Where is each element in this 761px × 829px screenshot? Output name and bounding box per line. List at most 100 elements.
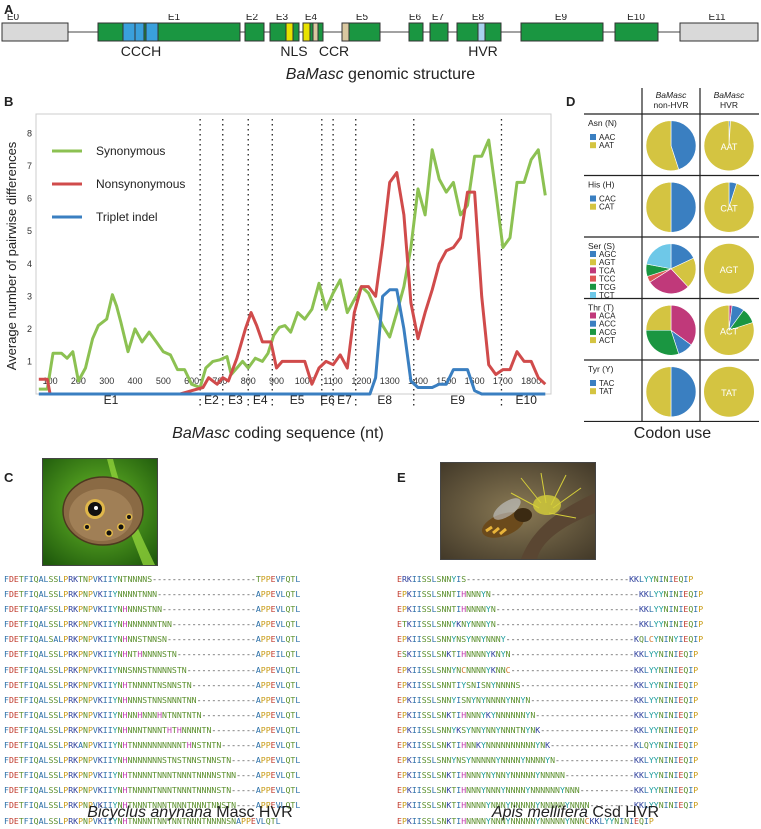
amino-acid-label: His (H) [588,180,615,190]
exon-e11-label: E11 [708,14,725,23]
bicyclus-sequence-row: FDETFIQALSALPRKPNPVKIIYNHNNSTNNSN-------… [4,632,374,647]
codon-swatch [590,329,596,335]
panel-c-caption-text: Masc HVR [212,804,293,821]
apis-sequence-row: EPKIISSLSNKTIHNNKYNNNNNNNNNNYNK---------… [397,738,761,753]
exon-region-label: E10 [516,393,538,407]
codon-label: TAT [599,387,613,396]
apis-sequence-row: EPKIISSLSNNTIHNNNYN---------------------… [397,587,761,602]
apis-sequence-row: EPKIISSLSNNYKSYNNYNNYNNNTNYNK-----------… [397,723,761,738]
bicyclus-sequence-row: FDETFIQALSSLPRKPNPVKIIYNNNNTNNN---------… [4,587,374,602]
apis-sequence-row: EPKIISSLSNNTIHNNNNYN--------------------… [397,602,761,617]
nonhvr-pie-slice [671,367,696,417]
amino-acid-label: Tyr (Y) [588,364,614,374]
apis-sequence-row: EPKIISSLSNKTIHNNNYKYNNNNNNYN------------… [397,708,761,723]
exon-e1-label: E1 [168,14,181,23]
panel-e-caption-species: Apis mellifera [492,804,588,821]
column-header-region: non-HVR [654,100,689,110]
bicyclus-sequence-row: FDETFIQALSSLPRKPNPVKIIYNHNNNNNNNSTNSTNNS… [4,753,374,768]
panel-e-caption-text: Csd HVR [588,804,659,821]
apis-sequence-row: ETKIISSLSNNYKNYNNNYN--------------------… [397,617,761,632]
y-tick-label: 4 [27,259,32,269]
codon-swatch [590,388,596,394]
ccr-domain-block [342,23,349,41]
pairwise-differences-chart: Average number of pairwise differences 1… [0,104,556,424]
y-tick-label: 1 [27,356,32,366]
exon-e6-box [409,23,423,41]
codon-swatch [590,276,596,282]
apis-sequence-row: ESKIISSLSNKTIHNNNNYKNYN-----------------… [397,647,761,662]
exon-region-label: E3 [228,393,243,407]
bicyclus-sequence-row: FDETFIQALSSLPRKPNPVKIIYNHNTHNNNNSTN-----… [4,647,374,662]
bicyclus-alignment: FDETFIQALSSLPRKTNPVKIIYNTNNNNS----------… [4,572,374,829]
exon-e2-box [245,23,264,41]
codon-swatch [590,251,596,257]
hvr-label: HVR [468,43,498,59]
panel-a-caption-gene: BaMasc [286,66,344,83]
exon-region-label: E7 [337,393,352,407]
panel-a-caption: BaMasc genomic structure [0,66,761,84]
exon-e0-label: E0 [7,14,20,23]
codon-swatch [590,142,596,148]
bicyclus-sequence-row: FDETFIQALSSLPRKPNPVKIIYNHTNNNNTNNNTNNNTN… [4,783,374,798]
y-tick-label: 8 [27,129,32,139]
hvr-dominant-codon-label: AAT [721,142,738,152]
column-header-gene: BaMasc [656,90,687,100]
panel-b-caption: BaMasc coding sequence (nt) [0,425,556,443]
apis-alignment: ERKIISSLSNNYIS--------------------------… [397,572,761,829]
nonhvr-pie-slice [646,367,671,417]
bicyclus-sequence-row: FDETFIQALSSLPRKPNPVKIIYNHNNNTNNNTHTHNNNN… [4,723,374,738]
exon-e0-box [2,23,68,41]
codon-swatch [590,267,596,273]
panel-c-caption-species: Bicyclus anynana [87,804,212,821]
codon-label: ACT [599,336,615,345]
bicyclus-sequence-row: FDETFIQALSSLPRKPNPVKIIYNHNNNSTNNSNNNTNN-… [4,693,374,708]
x-tick-label: 1200 [351,376,371,386]
exon-region-label: E6 [320,393,335,407]
exon-e2-label: E2 [246,14,259,23]
exon-e10-box [615,23,658,41]
codon-swatch [590,313,596,319]
y-tick-label: 3 [27,291,32,301]
legend-label: Nonsynonymous [96,177,185,191]
x-tick-label: 300 [99,376,114,386]
column-header-gene: BaMasc [714,90,745,100]
exon-region-label: E2 [204,393,219,407]
codon-swatch [590,337,596,343]
y-tick-label: 7 [27,161,32,171]
codon-swatch [590,321,596,327]
nonhvr-pie-slice [646,305,671,330]
y-axis-label: Average number of pairwise differences [4,141,19,370]
panel-e-letter: E [397,470,406,485]
x-tick-label: 500 [156,376,171,386]
butterfly-photo [42,458,158,566]
y-tick-label: 5 [27,226,32,236]
amino-acid-label: Asn (N) [588,118,617,128]
nls-domain-block [286,23,293,41]
panel-c-letter: C [4,470,13,485]
exon-e8-label: E8 [472,14,485,23]
x-tick-label: 1700 [493,376,513,386]
panel-c-caption: Bicyclus anynana Masc HVR [0,804,380,822]
y-tick-label: 2 [27,324,32,334]
apis-sequence-row: EPKIISSLSNNYISNYNYNNNNYNNYN-------------… [397,693,761,708]
cccH-domain-block [123,23,135,41]
codon-swatch [590,380,596,386]
bicyclus-sequence-row: FDETFIQAFSSLPRKPNPVKIIYNHNNNSTNN--------… [4,602,374,617]
exon-e5-label: E5 [356,14,369,23]
codon-label: AAT [599,141,614,150]
exon-region-label: E8 [377,393,392,407]
series-nonsynonymous-line [39,173,546,394]
bicyclus-sequence-row: FDETFIQALSSLPRKPNPVKIIYNHTNNNNTNNNTNNNTN… [4,768,374,783]
codon-label: CAT [599,203,615,212]
bicyclus-sequence-row: FDETFIQALSSLPRKANPVKIIYNHTNNNNNNNNNNTHNS… [4,738,374,753]
codon-swatch [590,196,596,202]
panel-b-caption-text: coding sequence (nt) [230,425,384,442]
exon-e10-label: E10 [627,14,645,23]
exon-e7-box [430,23,448,41]
ccch-label: CCCH [121,43,161,59]
x-tick-label: 1600 [465,376,485,386]
codon-swatch [590,259,596,265]
exon-region-label: E9 [450,393,465,407]
codon-swatch [590,204,596,210]
